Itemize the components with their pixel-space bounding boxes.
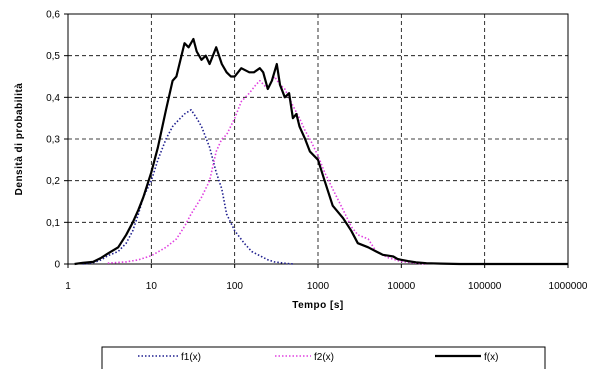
series-lines — [74, 37, 568, 266]
x-tick-label: 100000 — [468, 281, 502, 292]
legend-items: f1(x) f2(x) f(x) — [138, 352, 498, 363]
x-tick-label: 10000 — [387, 281, 415, 292]
x-axis-ticks: 1 10 100 1000 10000 100000 1000000 — [65, 264, 588, 292]
y-tick-label: 0,2 — [46, 176, 60, 187]
y-tick-label: 0,3 — [46, 135, 60, 146]
y-tick-label: 0,6 — [46, 10, 60, 21]
x-tick-label: 100 — [226, 281, 243, 292]
x-tick-label: 1 — [65, 281, 71, 292]
series-line-f1x — [82, 109, 293, 265]
legend-label: f(x) — [484, 352, 498, 363]
y-axis-title: Densità di probabilità — [14, 83, 25, 196]
x-tick-label: 10 — [146, 281, 158, 292]
y-tick-label: 0 — [54, 260, 60, 271]
y-axis-ticks: 0 0,1 0,2 0,3 0,4 0,5 0,6 — [46, 10, 68, 271]
legend-label: f1(x) — [181, 352, 201, 363]
x-axis-title: Tempo [s] — [292, 300, 344, 311]
gridlines — [68, 14, 568, 264]
series-line-f2x — [107, 75, 427, 265]
series-line-fx — [74, 37, 568, 266]
x-tick-label: 1000000 — [549, 281, 588, 292]
y-tick-label: 0,4 — [46, 93, 60, 104]
y-tick-label: 0,5 — [46, 51, 60, 62]
legend: f1(x) f2(x) f(x) — [101, 346, 546, 369]
legend-label: f2(x) — [314, 352, 334, 363]
x-tick-label: 1000 — [307, 281, 330, 292]
y-tick-label: 0,1 — [46, 218, 60, 229]
legend-box — [101, 346, 546, 369]
